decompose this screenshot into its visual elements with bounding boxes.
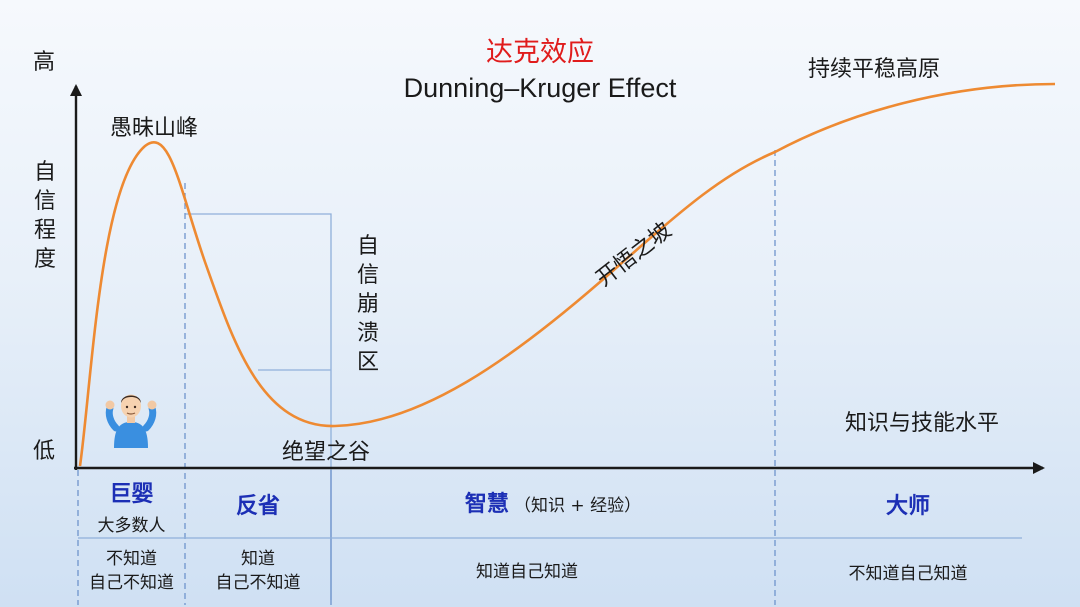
stage-label-wisdom: 智慧 <box>464 492 509 517</box>
x-axis-title: 知识与技能水平 <box>845 411 1000 436</box>
title-chinese: 达克效应 <box>486 37 594 68</box>
y-axis-title: 自信程度 <box>33 160 56 272</box>
stage-sub-majority: 大多数人 <box>97 516 166 536</box>
plateau-label: 持续平稳高原 <box>808 57 941 82</box>
y-axis-low-label: 低 <box>33 439 56 464</box>
stage-sub-knowledge-experience: （知识 + 经验） <box>514 496 642 516</box>
stage-label-master: 大师 <box>885 494 930 519</box>
y-axis-high-label: 高 <box>33 50 56 75</box>
collapse-zone-label: 自信崩溃区 <box>356 234 379 375</box>
valley-label: 绝望之谷 <box>282 440 371 465</box>
stage-label-infant: 巨婴 <box>109 482 154 507</box>
stage-wisdom-heading: 智慧 （知识 + 经验） <box>331 486 775 518</box>
knowledge-state-3: 知道自己知道 <box>476 562 578 582</box>
knowledge-state-1: 不知道 自己不知道 <box>89 549 174 593</box>
peak-label: 愚昧山峰 <box>110 116 199 141</box>
collapse-zone-box <box>185 213 332 600</box>
knowledge-state-2: 知道 自己不知道 <box>215 549 301 593</box>
confidence-curve <box>78 82 1056 467</box>
stage-label-reflection: 反省 <box>235 494 280 519</box>
title-english: Dunning–Kruger Effect <box>403 73 677 103</box>
knowledge-state-4: 不知道自己知道 <box>848 564 968 584</box>
shrugging-person-icon <box>104 388 158 448</box>
